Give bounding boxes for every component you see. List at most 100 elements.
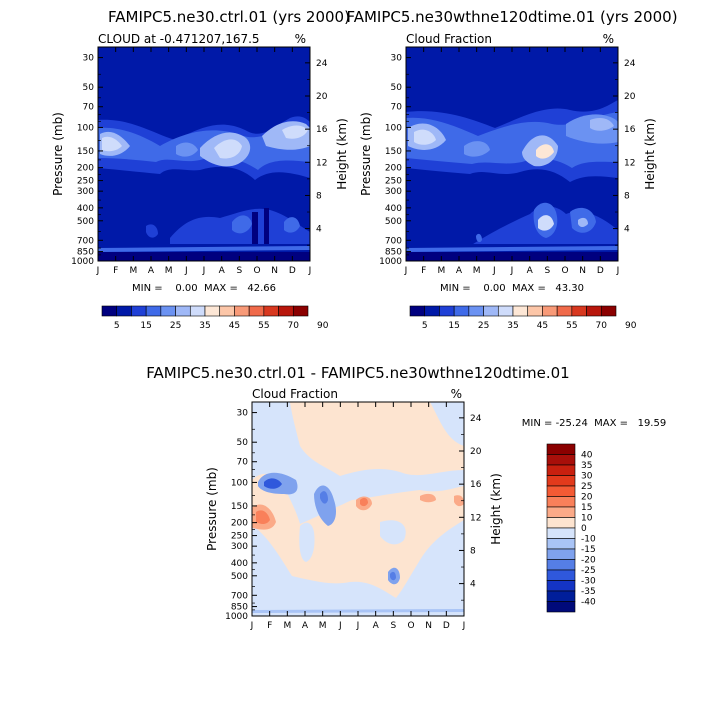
pressure-tick-label: 400 [231,559,248,569]
colorbar-swatch [219,305,235,317]
pressure-tick-label: 500 [77,217,94,227]
panel-diff: FAMIPC5.ne30.ctrl.01 - FAMIPC5.ne30wthne… [146,364,666,631]
panel-test-title: FAMIPC5.ne30wthne120dtime.01 (yrs 2000) [346,8,677,26]
month-tick-label: J [492,266,496,276]
contour-fill-level-neg-10-mid [299,522,315,562]
colorbar-swatch [292,305,309,317]
pressure-tick-label: 30 [83,54,95,64]
pressure-tick-label: 50 [83,83,95,93]
month-tick-label: A [456,266,463,276]
contour-fill-level-40-a [414,129,436,145]
colorbar-swatch [546,475,576,487]
height-tick-label: 8 [624,191,630,201]
month-tick-label: M [319,621,327,631]
pressure-tick-label: 500 [385,217,402,227]
pressure-tick-label: 100 [77,123,94,133]
colorbar-swatch [586,305,602,317]
month-tick-label: D [443,621,450,631]
colorbar-label: 5 [422,321,428,331]
pressure-tick-label: 400 [77,204,94,214]
month-tick-label: N [579,266,586,276]
month-tick-label: S [236,266,242,276]
month-tick-label: A [373,621,380,631]
height-tick-label: 24 [316,59,328,69]
pressure-tick-label: 850 [231,603,248,613]
colorbar-label: 15 [581,503,592,513]
contour-fill-level-neg-25-b [320,491,328,504]
month-tick-label: J [308,266,312,276]
panel-diff-minmax: MIN = -25.24 MAX = 19.59 [522,418,666,429]
contour-fill-level-5-streak-a [252,212,258,254]
colorbar-swatch [527,305,543,317]
contour-fill-level-40-c [282,125,308,139]
contour-fill-level-35-low-b [578,217,588,227]
colorbar-label: 30 [581,472,593,482]
colorbar-swatch [546,548,576,560]
colorbar-label: 10 [581,514,593,524]
colorbar-label: 5 [114,321,120,331]
pressure-tick-label: 100 [231,478,248,488]
colorbar-label: -10 [581,535,596,545]
panel-diff-ylabel-left: Pressure (mb) [205,467,219,551]
panel-ctrl: FAMIPC5.ne30.ctrl.01 (yrs 2000) CLOUD at… [51,8,350,331]
colorbar-swatch [453,305,470,317]
height-tick-label: 20 [624,92,636,102]
height-tick-label: 16 [470,480,482,490]
contour-fill-level-25-low-a [232,215,252,234]
height-tick-label: 20 [470,447,482,457]
pressure-tick-label: 30 [237,409,249,419]
panel-test-colorbar: 5 15 25 35 45 55 70 90 [409,305,637,331]
panel-diff-ylabel-right: Height (km) [489,473,503,544]
colorbar-swatch [175,305,191,317]
panel-diff-subtitle: Cloud Fraction [252,387,338,401]
colorbar-label: 20 [581,493,593,503]
panel-test: FAMIPC5.ne30wthne120dtime.01 (yrs 2000) … [346,8,677,331]
panel-ctrl-contours [98,47,310,261]
colorbar-swatch [409,305,426,317]
colorbar-swatch [546,559,576,571]
contour-fill-level-25 [406,112,618,168]
pressure-tick-label: 50 [391,83,403,93]
colorbar-swatch [546,517,576,529]
panel-test-ylabel-left: Pressure (mb) [359,112,373,196]
month-tick-label: O [253,266,260,276]
month-tick-label: O [561,266,568,276]
height-tick-label: 4 [470,580,476,590]
colorbar-label: -40 [581,598,596,608]
contour-fill-level-15-low-c [146,224,158,238]
colorbar-label: 15 [140,321,151,331]
panel-test-ylabel-right: Height (km) [643,118,657,189]
month-tick-label: J [510,266,514,276]
height-tick-label: 8 [316,191,322,201]
colorbar-swatch [546,496,576,508]
month-tick-label: J [462,621,466,631]
contour-fill-surface-line [406,246,618,252]
height-tick-label: 4 [316,225,322,235]
month-tick-label: M [165,266,173,276]
colorbar-swatch [546,590,576,602]
month-tick-label: J [250,621,254,631]
contour-fill-level-40-low-a [538,215,554,231]
height-tick-label: 24 [624,59,636,69]
month-tick-label: M [437,266,445,276]
colorbar-swatch [546,538,576,550]
height-tick-label: 16 [316,125,328,135]
colorbar-swatch [546,464,576,476]
month-tick-label: A [148,266,155,276]
pressure-tick-label: 250 [77,177,94,187]
colorbar-label: 55 [566,321,577,331]
colorbar-swatch [546,601,576,613]
contour-fill-level-pos-20-b [360,497,368,507]
month-tick-label: N [271,266,278,276]
month-tick-label: M [473,266,481,276]
colorbar-label: 55 [258,321,269,331]
colorbar-label: 45 [229,321,240,331]
colorbar-label: -30 [581,577,596,587]
colorbar-label: 25 [478,321,489,331]
height-tick-label: 8 [470,546,476,556]
panel-test-subtitle: Cloud Fraction [406,32,492,46]
colorbar-label: 35 [507,321,518,331]
contour-fill-level-neg-10-mid-b [380,520,406,545]
